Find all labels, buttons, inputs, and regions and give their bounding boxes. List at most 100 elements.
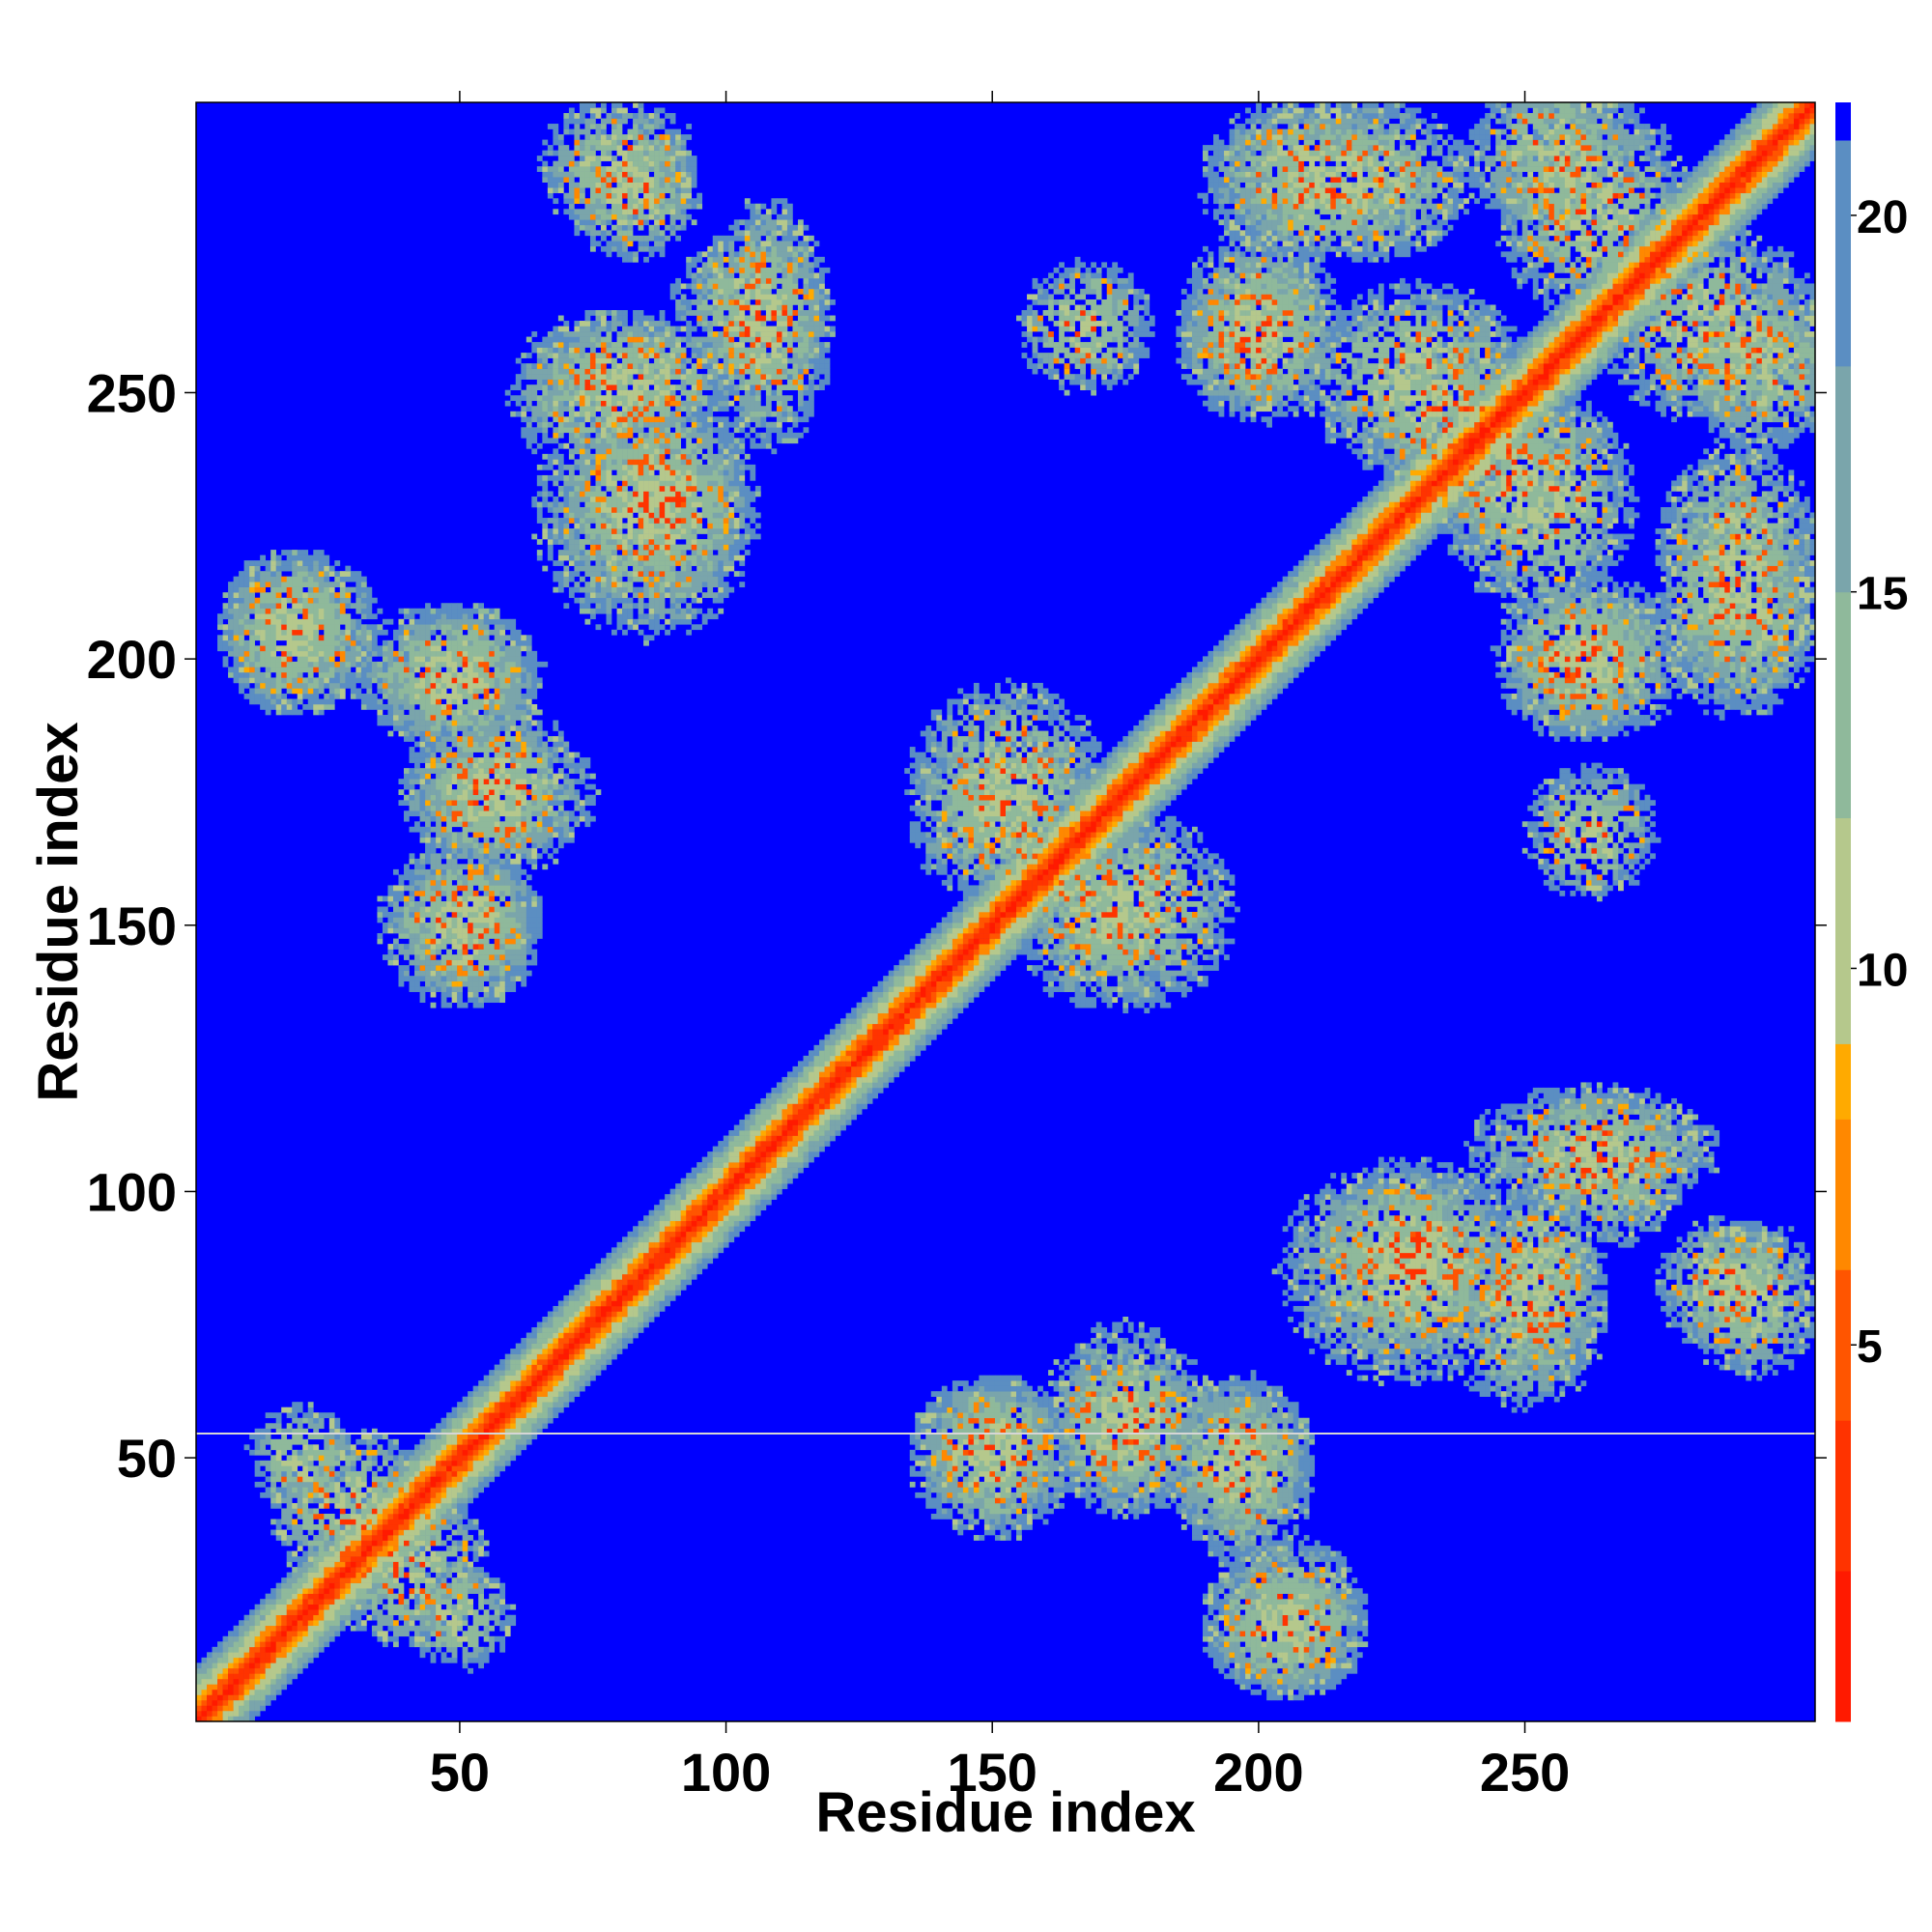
heatmap-cell — [436, 1470, 441, 1477]
heatmap-cell — [436, 900, 441, 907]
heatmap-cell — [504, 618, 511, 625]
heatmap-cell — [265, 582, 271, 587]
heatmap-cell — [345, 661, 352, 668]
heatmap-cell — [382, 715, 388, 721]
heatmap-cell — [489, 826, 496, 833]
heatmap-cell — [345, 1609, 352, 1616]
heatmap-cell — [462, 1631, 469, 1637]
heatmap-cell — [440, 1497, 447, 1504]
heatmap-cell — [313, 1588, 320, 1594]
heatmap-cell — [318, 608, 325, 614]
heatmap-cell — [489, 832, 496, 838]
heatmap-cell — [371, 650, 378, 657]
heatmap-cell — [355, 1524, 362, 1530]
heatmap-cell — [281, 645, 288, 652]
heatmap-cell — [436, 912, 441, 918]
heatmap-cell — [462, 693, 469, 699]
heatmap-cell — [297, 1438, 303, 1445]
heatmap-cell — [233, 1646, 240, 1653]
heatmap-cell — [355, 1577, 362, 1583]
heatmap-cell — [377, 1502, 384, 1509]
heatmap-cell — [457, 645, 463, 652]
heatmap-cell — [489, 1476, 496, 1483]
heatmap-cell — [462, 864, 469, 870]
heatmap-cell — [260, 698, 266, 705]
heatmap-cell — [440, 847, 447, 854]
heatmap-cell — [468, 1599, 473, 1605]
heatmap-cell — [350, 1593, 356, 1600]
heatmap-cell — [440, 1625, 447, 1632]
heatmap-cell — [196, 1662, 202, 1669]
heatmap-cell — [313, 1465, 320, 1472]
heatmap-cell — [483, 885, 490, 892]
heatmap-cell — [404, 1492, 410, 1498]
heatmap-cell — [307, 592, 314, 599]
heatmap-cell — [371, 1604, 378, 1610]
heatmap-cell — [462, 682, 469, 689]
heatmap-cell — [409, 624, 415, 631]
heatmap-cell — [510, 847, 517, 854]
heatmap-cell — [430, 965, 437, 971]
heatmap-cell — [324, 1561, 330, 1568]
heatmap-cell — [478, 603, 485, 610]
heatmap-cell — [270, 1438, 276, 1445]
heatmap-cell — [270, 592, 276, 599]
heatmap-cell — [489, 639, 496, 646]
heatmap-cell — [483, 879, 490, 886]
heatmap-cell — [265, 629, 271, 636]
heatmap-cell — [270, 667, 276, 673]
heatmap-cell — [430, 709, 437, 716]
heatmap-cell — [553, 416, 559, 423]
heatmap-cell — [436, 949, 441, 955]
heatmap-cell — [404, 677, 410, 684]
heatmap-cell — [504, 720, 511, 726]
heatmap-cell — [531, 1406, 538, 1413]
heatmap-cell — [542, 395, 549, 402]
heatmap-cell — [228, 608, 234, 614]
heatmap-cell — [504, 400, 511, 407]
heatmap-cell — [489, 629, 496, 636]
heatmap-cell — [440, 1428, 447, 1435]
heatmap-cell — [207, 1710, 213, 1717]
heatmap-cell — [249, 1689, 255, 1695]
heatmap-cell — [239, 677, 244, 684]
heatmap-cell — [318, 560, 325, 566]
heatmap-cell — [510, 933, 517, 939]
heatmap-cell — [345, 1455, 352, 1462]
heatmap-cell — [260, 586, 266, 593]
heatmap-cell — [494, 858, 500, 865]
heatmap-cell — [286, 1519, 293, 1525]
heatmap-cell — [526, 800, 532, 807]
heatmap-cell — [457, 976, 463, 981]
heatmap-cell — [414, 986, 420, 992]
heatmap-cell — [286, 560, 293, 566]
heatmap-cell — [392, 1620, 399, 1627]
heatmap-cell — [531, 800, 538, 807]
heatmap-cell — [286, 1513, 293, 1520]
heatmap-cell — [526, 1332, 532, 1339]
heatmap-cell — [526, 1417, 532, 1424]
heatmap-cell — [472, 730, 479, 737]
heatmap-cell — [355, 586, 362, 593]
heatmap-cell — [419, 1614, 426, 1621]
heatmap-cell — [430, 1588, 437, 1594]
heatmap-cell — [462, 810, 469, 817]
heatmap-cell — [531, 858, 538, 865]
heatmap-cell — [451, 720, 458, 726]
heatmap-cell — [307, 671, 314, 678]
heatmap-cell — [387, 1487, 394, 1493]
heatmap-cell — [446, 1497, 452, 1504]
heatmap-cell — [286, 1470, 293, 1477]
heatmap-cell — [270, 1657, 276, 1663]
heatmap-cell — [483, 656, 490, 663]
heatmap-cell — [387, 698, 394, 705]
heatmap-cell — [404, 927, 410, 934]
heatmap-cell — [196, 1678, 202, 1685]
heatmap-cell — [536, 779, 543, 784]
heatmap-cell — [324, 554, 330, 561]
heatmap-cell — [553, 789, 559, 796]
heatmap-cell — [510, 1449, 517, 1456]
heatmap-cell — [350, 576, 356, 582]
heatmap-cell — [360, 1540, 367, 1547]
heatmap-cell — [489, 645, 496, 652]
